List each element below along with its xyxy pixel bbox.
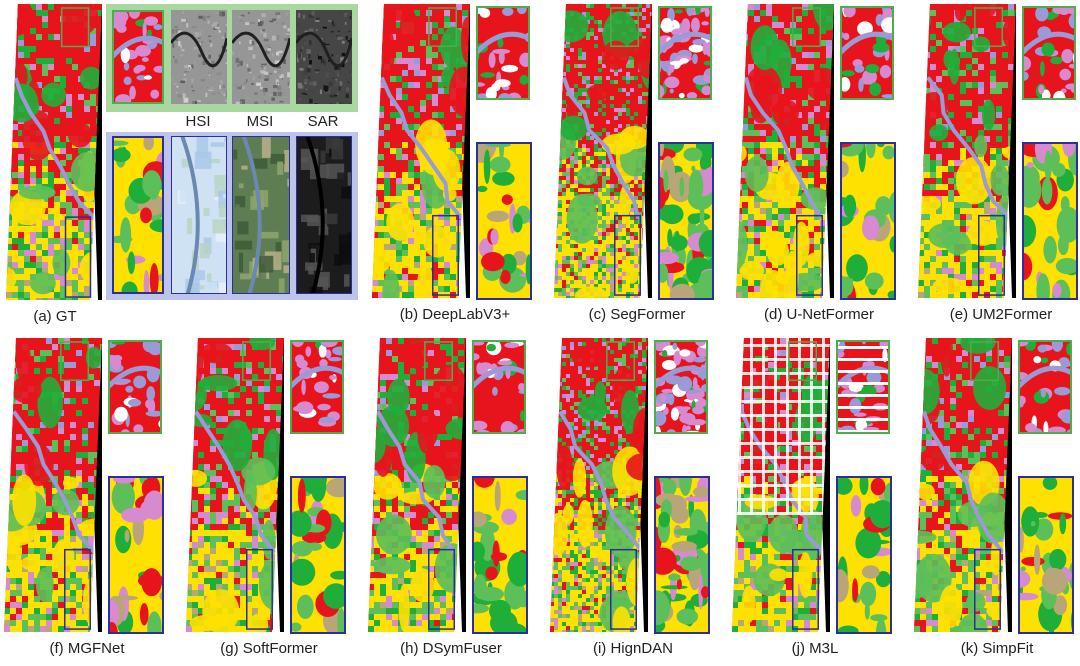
zoom-cropland (108, 476, 164, 634)
inset-gt-bottom (112, 136, 164, 294)
zoom-top-k (1018, 340, 1072, 434)
zoom-top-f (108, 340, 162, 434)
panel-f: (f) MGFNet (4, 338, 170, 666)
zoom-top-g (290, 340, 344, 434)
segmentation-strip (736, 4, 834, 298)
caption-e: (e) UM2Former (918, 306, 1080, 323)
zoom-bottom-g (290, 476, 346, 634)
strip-h (368, 338, 466, 632)
segmentation-strip (550, 338, 648, 632)
zoom-urban (108, 340, 162, 434)
strip-b (372, 4, 470, 298)
zoom-urban (840, 6, 894, 100)
segmentation-strip (732, 338, 830, 632)
caption-j: (j) M3L (732, 640, 898, 657)
zoom-urban (290, 340, 344, 434)
strip-j (732, 338, 830, 632)
caption-d: (d) U-NetFormer (736, 306, 902, 323)
zoom-urban (658, 6, 712, 100)
inset-hsi-top (171, 10, 227, 104)
zoom-bottom-f (108, 476, 164, 634)
zoom-top-c (658, 6, 712, 100)
segmentation-strip (554, 4, 652, 298)
zoom-bottom-h (472, 476, 528, 634)
panel-h: (h) DSymFuser (368, 338, 534, 666)
label-sar: SAR (303, 113, 343, 130)
panel-d: (d) U-NetFormer (736, 4, 902, 332)
zoom-cropland (476, 142, 532, 300)
segmentation-strip (372, 4, 470, 298)
strip-k (914, 338, 1012, 632)
zoom-urban (654, 340, 708, 434)
zoom-bottom-b (476, 142, 532, 300)
zoom-bottom-c (658, 142, 714, 300)
panel-g: (g) SoftFormer (186, 338, 352, 666)
zoom-top-e (1022, 6, 1076, 100)
strip-g (186, 338, 284, 632)
zoom-top-b (476, 6, 530, 100)
panel-j: (j) M3L (732, 338, 898, 666)
segmentation-strip (914, 338, 1012, 632)
label-hsi: HSI (178, 113, 218, 130)
zoom-bottom-d (840, 142, 896, 300)
caption-f: (f) MGFNet (4, 640, 170, 657)
zoom-bottom-k (1018, 476, 1074, 634)
zoom-top-h (472, 340, 526, 434)
zoom-top-j (836, 340, 890, 434)
caption-i: (i) HignDAN (550, 640, 716, 657)
zoom-cropland (112, 136, 164, 294)
zoom-urban (112, 10, 164, 104)
inset-hsi-bottom (171, 136, 227, 294)
inset-msi-top (232, 10, 290, 104)
zoom-cropland (658, 142, 714, 300)
zoom-bottom-i (654, 476, 710, 634)
strip-e (918, 4, 1016, 298)
caption-c: (c) SegFormer (554, 306, 720, 323)
caption-g: (g) SoftFormer (186, 640, 352, 657)
segmentation-strip (368, 338, 466, 632)
zoom-urban (476, 6, 530, 100)
label-msi: MSI (240, 113, 280, 130)
panel-b: (b) DeepLabV3+ (372, 4, 538, 332)
inset-gt-top (112, 10, 164, 104)
zoom-cropland (1022, 142, 1078, 300)
inset-msi-bottom (232, 136, 290, 294)
segmentation-strip (6, 4, 102, 300)
segmentation-strip (4, 338, 102, 632)
panel-i: (i) HignDAN (550, 338, 716, 666)
strip-c (554, 4, 652, 298)
zoom-cropland (836, 476, 892, 634)
zoom-cropland (290, 476, 346, 634)
zoom-top-d (840, 6, 894, 100)
panel-k: (k) SimpFit (914, 338, 1080, 666)
strip-i (550, 338, 648, 632)
zoom-bottom-e (1022, 142, 1078, 300)
zoom-cropland (1018, 476, 1074, 634)
strip-a (6, 4, 102, 300)
segmentation-strip (918, 4, 1016, 298)
caption-a: (a) GT (0, 308, 110, 325)
caption-h: (h) DSymFuser (368, 640, 534, 657)
panel-c: (c) SegFormer (554, 4, 720, 332)
caption-k: (k) SimpFit (914, 640, 1080, 657)
panel-e: (e) UM2Former (918, 4, 1080, 332)
zoom-cropland (654, 476, 710, 634)
inset-sar-bottom (296, 136, 352, 294)
segmentation-strip (186, 338, 284, 632)
zoom-cropland (840, 142, 896, 300)
zoom-urban (1018, 340, 1072, 434)
zoom-top-i (654, 340, 708, 434)
caption-b: (b) DeepLabV3+ (372, 306, 538, 323)
zoom-cropland (472, 476, 528, 634)
panel-a-gt: HSI MSI SAR (a) GT (0, 0, 360, 330)
zoom-bottom-j (836, 476, 892, 634)
zoom-urban (1022, 6, 1076, 100)
zoom-urban (472, 340, 526, 434)
zoom-urban (836, 340, 890, 434)
strip-f (4, 338, 102, 632)
strip-d (736, 4, 834, 298)
inset-sar-top (296, 10, 352, 104)
